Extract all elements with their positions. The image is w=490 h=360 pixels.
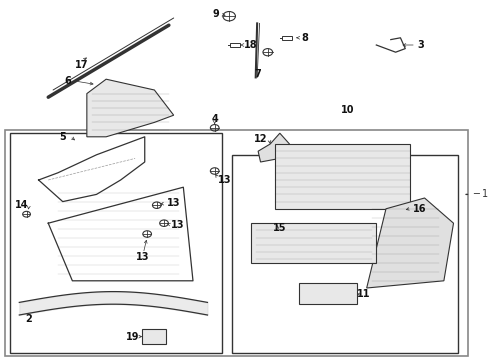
Bar <box>232 155 458 353</box>
Bar <box>230 43 240 47</box>
Polygon shape <box>251 223 376 263</box>
Text: 3: 3 <box>417 40 424 50</box>
Text: ─ 1: ─ 1 <box>473 189 488 199</box>
Text: 5: 5 <box>59 132 66 142</box>
Text: 13: 13 <box>172 220 185 230</box>
Polygon shape <box>299 283 357 304</box>
Bar <box>10 133 222 353</box>
Text: 8: 8 <box>301 33 308 43</box>
Text: 15: 15 <box>272 222 286 233</box>
Text: 16: 16 <box>413 204 426 214</box>
Polygon shape <box>258 133 290 162</box>
Text: 17: 17 <box>75 60 89 70</box>
Text: 19: 19 <box>126 332 140 342</box>
Text: 7: 7 <box>255 69 262 79</box>
Text: 2: 2 <box>25 314 32 324</box>
Text: 6: 6 <box>64 76 71 86</box>
Text: 18: 18 <box>244 40 257 50</box>
Bar <box>282 36 292 40</box>
Text: 13: 13 <box>167 198 180 208</box>
Polygon shape <box>142 329 167 344</box>
Polygon shape <box>275 144 410 209</box>
Text: 10: 10 <box>341 105 354 115</box>
Text: 9: 9 <box>213 9 220 19</box>
Polygon shape <box>87 79 173 137</box>
Text: 14: 14 <box>15 200 28 210</box>
Polygon shape <box>367 198 454 288</box>
Text: 13: 13 <box>136 252 149 262</box>
Text: 11: 11 <box>357 289 370 299</box>
Bar <box>5 130 468 356</box>
Text: 12: 12 <box>254 134 268 144</box>
Text: 4: 4 <box>211 114 218 124</box>
Text: 13: 13 <box>218 175 232 185</box>
